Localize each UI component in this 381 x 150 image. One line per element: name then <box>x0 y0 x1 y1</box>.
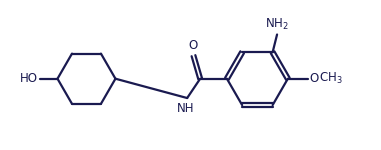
Text: NH: NH <box>177 102 195 115</box>
Text: HO: HO <box>20 72 38 85</box>
Text: O: O <box>189 39 198 52</box>
Text: O: O <box>309 72 318 85</box>
Text: NH$_2$: NH$_2$ <box>265 16 289 32</box>
Text: CH$_3$: CH$_3$ <box>319 71 343 86</box>
